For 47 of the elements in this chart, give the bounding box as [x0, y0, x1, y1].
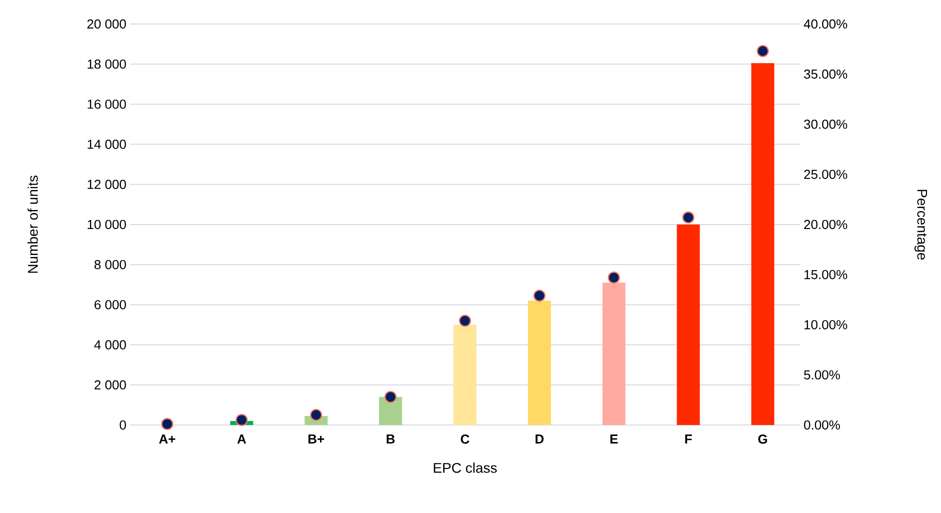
point — [608, 272, 620, 284]
bar — [379, 396, 402, 425]
x-tick-label: F — [685, 434, 692, 444]
y2-tick-label: 5.00% — [804, 370, 840, 380]
point — [682, 211, 694, 224]
y-tick-label: 2 000 — [94, 380, 126, 390]
x-tick-label: E — [610, 434, 618, 444]
point — [384, 390, 397, 404]
y-tick-label: 18 000 — [88, 59, 126, 69]
bar — [751, 63, 774, 425]
x-tick-label: C — [460, 434, 470, 444]
y2-tick-label: 10.00% — [804, 320, 848, 330]
x-tick-label: A — [237, 434, 246, 444]
x-tick-label: D — [536, 434, 544, 444]
y2-axis-title: Percentage — [914, 190, 928, 260]
bar — [528, 300, 551, 425]
y-tick-label: 0 — [120, 420, 126, 430]
bar — [454, 324, 476, 425]
y-tick-label: 10 000 — [88, 220, 126, 230]
bar — [602, 282, 626, 425]
y2-tick-label: 40.00% — [804, 19, 848, 29]
point — [756, 44, 769, 58]
point — [458, 314, 472, 327]
y2-tick-label: 15.00% — [804, 270, 848, 280]
y-tick-label: 20 000 — [87, 19, 126, 29]
y-tick-label: 8 000 — [94, 260, 126, 270]
y-tick-label: 6 000 — [94, 300, 126, 310]
point — [533, 290, 546, 302]
y-tick-label: 16 000 — [88, 100, 126, 109]
y2-tick-label: 30.00% — [804, 120, 848, 129]
x-tick-label: B — [386, 434, 395, 444]
y2-tick-label: 25.00% — [804, 170, 848, 179]
y2-tick-label: 35.00% — [804, 70, 848, 79]
point — [161, 418, 174, 430]
y-tick-label: 4 000 — [94, 340, 126, 350]
x-axis-title: EPC class — [434, 462, 497, 473]
point — [236, 414, 248, 426]
y-tick-label: 14 000 — [88, 140, 126, 149]
x-tick-label: A+ — [159, 434, 176, 444]
y2-tick-label: 0.00% — [804, 420, 840, 430]
y-tick-label: 12 000 — [88, 180, 126, 189]
x-tick-label: G — [758, 434, 768, 444]
bar — [676, 224, 700, 425]
y-axis-title: Number of units — [28, 176, 38, 273]
y2-tick-label: 20.00% — [804, 220, 848, 230]
x-tick-label: B+ — [308, 434, 324, 444]
point — [310, 408, 322, 422]
